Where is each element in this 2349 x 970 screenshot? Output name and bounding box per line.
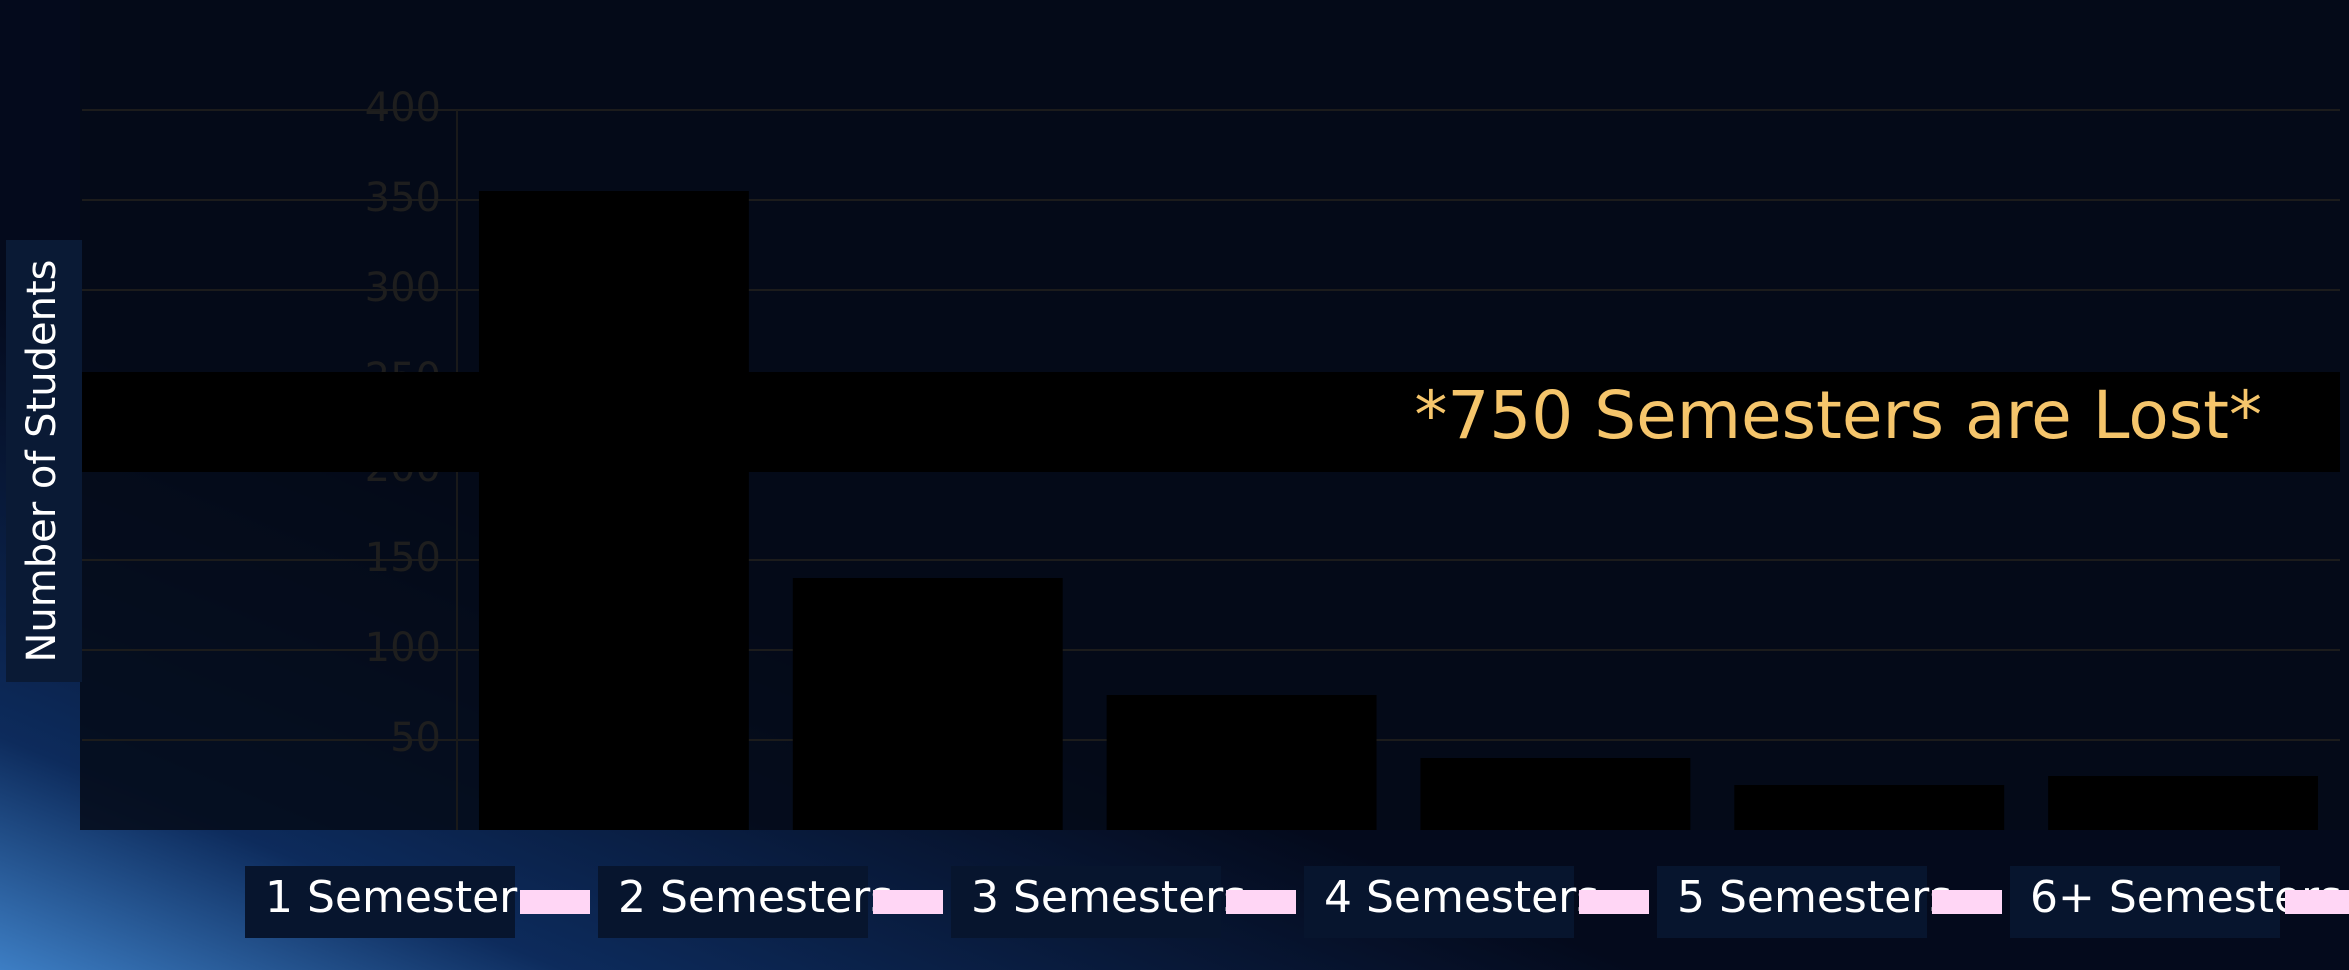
legend-box xyxy=(1657,866,1927,938)
bar xyxy=(792,578,1063,830)
legend-box xyxy=(245,866,515,938)
y-tick-label: 100 xyxy=(365,625,441,671)
y-tick-label: 300 xyxy=(365,265,441,311)
legend-label: 4 Semesters xyxy=(1324,872,1599,923)
legend-swatch xyxy=(1932,890,2002,914)
y-tick-label: 350 xyxy=(365,175,441,221)
legend-label: 5 Semesters xyxy=(1677,872,1952,923)
legend-swatch xyxy=(2285,890,2349,914)
legend: 1 Semester 2 Semesters 3 Semesters 4 Semest… xyxy=(245,866,2349,938)
y-tick-label: 400 xyxy=(365,85,441,131)
legend-swatch xyxy=(1226,890,1296,914)
plot: 50100150200250300350400 xyxy=(82,85,2340,830)
legend-label: 2 Semesters xyxy=(618,872,893,923)
legend-box xyxy=(1304,866,1574,938)
legend-box xyxy=(951,866,1221,938)
bar xyxy=(1106,695,1377,830)
bar xyxy=(1420,758,1691,830)
legend-swatch xyxy=(873,890,943,914)
legend-swatch xyxy=(1579,890,1649,914)
legend-box xyxy=(2010,866,2280,938)
y-label-box xyxy=(6,240,82,682)
annotation-box xyxy=(82,372,2340,472)
y-tick-label: 150 xyxy=(365,535,441,581)
legend-box xyxy=(598,866,868,938)
legend-swatch xyxy=(520,890,590,914)
legend-label: 3 Semesters xyxy=(971,872,1246,923)
bar xyxy=(478,191,749,830)
y-tick-label: 50 xyxy=(390,715,441,761)
legend-label: 1 Semester xyxy=(265,872,518,923)
bar xyxy=(1734,785,2005,830)
y-axis-label: Number of Students xyxy=(19,260,65,663)
annotation: *750 Semesters are Lost* xyxy=(1414,377,2262,454)
bar xyxy=(2048,776,2319,830)
